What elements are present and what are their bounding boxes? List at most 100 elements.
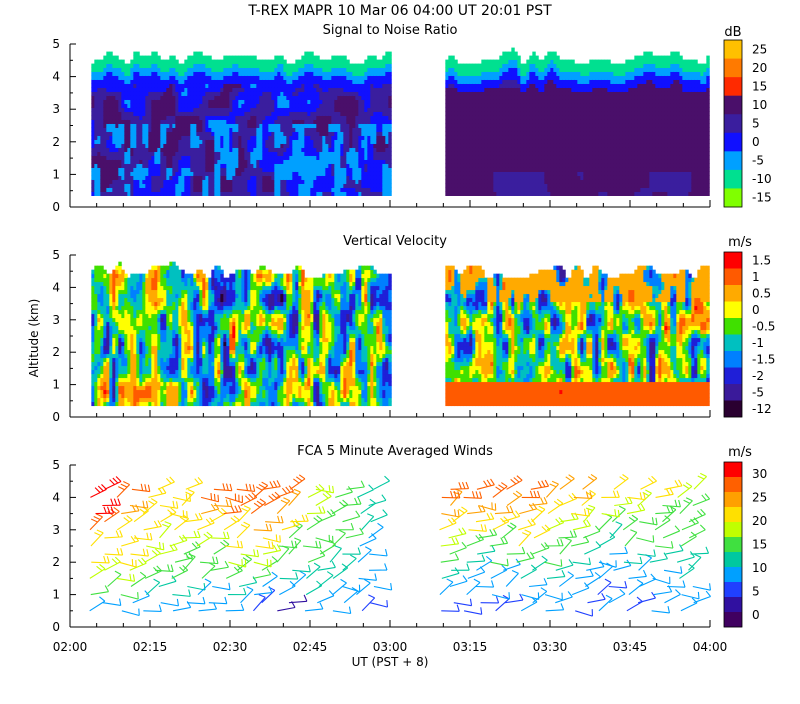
heatmap-cell <box>196 155 200 160</box>
heatmap-cell <box>322 91 326 96</box>
heatmap-cell <box>373 99 377 104</box>
heatmap-cell <box>172 95 176 100</box>
heatmap-cell <box>205 175 209 180</box>
heatmap-cell <box>241 191 245 196</box>
heatmap-cell <box>229 135 233 140</box>
heatmap-cell <box>457 151 461 156</box>
heatmap-cell <box>223 103 227 108</box>
heatmap-cell <box>349 79 353 84</box>
heatmap-cell <box>469 155 473 160</box>
heatmap-cell <box>511 143 515 148</box>
heatmap-cell <box>331 171 335 176</box>
heatmap-cell <box>358 115 362 120</box>
heatmap-cell <box>367 179 371 184</box>
heatmap-cell <box>211 103 215 108</box>
heatmap-cell <box>571 151 575 156</box>
heatmap-cell <box>490 99 494 104</box>
heatmap-cell <box>151 99 155 104</box>
heatmap-cell <box>154 159 158 164</box>
heatmap-cell <box>385 183 389 188</box>
heatmap-cell <box>136 95 140 100</box>
heatmap-cell <box>166 167 170 172</box>
heatmap-cell <box>286 167 290 172</box>
heatmap-cell <box>538 91 542 96</box>
heatmap-cell <box>154 99 158 104</box>
heatmap-cell <box>193 175 197 180</box>
heatmap-cell <box>502 191 506 196</box>
heatmap-cell <box>526 183 530 188</box>
heatmap-cell <box>358 159 362 164</box>
heatmap-cell <box>562 159 566 164</box>
heatmap-cell <box>481 127 485 132</box>
heatmap-cell <box>133 63 137 68</box>
heatmap-cell <box>253 151 257 156</box>
heatmap-cell <box>91 171 95 176</box>
heatmap-cell <box>532 163 536 168</box>
heatmap-cell <box>169 99 173 104</box>
heatmap-cell <box>355 147 359 152</box>
heatmap-cell <box>277 127 281 132</box>
heatmap-cell <box>568 115 572 120</box>
heatmap-cell <box>361 135 365 140</box>
heatmap-cell <box>277 87 281 92</box>
heatmap-cell <box>94 167 98 172</box>
heatmap-cell <box>187 163 191 168</box>
heatmap-cell <box>481 119 485 124</box>
heatmap-cell <box>235 175 239 180</box>
heatmap-cell <box>106 191 110 196</box>
heatmap-cell <box>271 95 275 100</box>
heatmap-cell <box>319 115 323 120</box>
heatmap-cell <box>175 111 179 116</box>
heatmap-cell <box>565 175 569 180</box>
heatmap-cell <box>388 123 392 128</box>
heatmap-cell <box>214 83 218 88</box>
heatmap-cell <box>118 95 122 100</box>
heatmap-cell <box>331 131 335 136</box>
heatmap-cell <box>466 127 470 132</box>
heatmap-cell <box>529 79 533 84</box>
heatmap-cell <box>481 71 485 76</box>
heatmap-cell <box>469 91 473 96</box>
heatmap-cell <box>220 175 224 180</box>
heatmap-cell <box>520 87 524 92</box>
heatmap-cell <box>178 119 182 124</box>
heatmap-cell <box>532 135 536 140</box>
heatmap-cell <box>484 71 488 76</box>
heatmap-cell <box>550 175 554 180</box>
heatmap-cell <box>226 119 230 124</box>
heatmap-cell <box>493 123 497 128</box>
heatmap-cell <box>343 163 347 168</box>
heatmap-cell <box>571 159 575 164</box>
heatmap-cell <box>568 83 572 88</box>
heatmap-cell <box>289 111 293 116</box>
heatmap-cell <box>496 135 500 140</box>
heatmap-cell <box>97 103 101 108</box>
heatmap-cell <box>484 171 488 176</box>
heatmap-cell <box>460 115 464 120</box>
heatmap-cell <box>139 175 143 180</box>
heatmap-cell <box>241 183 245 188</box>
heatmap-cell <box>568 63 572 68</box>
heatmap-cell <box>520 111 524 116</box>
heatmap-cell <box>289 175 293 180</box>
heatmap-cell <box>295 163 299 168</box>
heatmap-cell <box>496 127 500 132</box>
heatmap-cell <box>226 175 230 180</box>
heatmap-cell <box>226 83 230 88</box>
heatmap-cell <box>208 147 212 152</box>
heatmap-cell <box>274 131 278 136</box>
heatmap-cell <box>148 99 152 104</box>
heatmap-cell <box>334 183 338 188</box>
heatmap-cell <box>388 191 392 196</box>
heatmap-cell <box>223 99 227 104</box>
heatmap-cell <box>130 79 134 84</box>
heatmap-cell <box>100 135 104 140</box>
heatmap-cell <box>214 175 218 180</box>
heatmap-cell <box>94 59 98 64</box>
heatmap-cell <box>460 95 464 100</box>
heatmap-cell <box>283 151 287 156</box>
heatmap-cell <box>253 155 257 160</box>
heatmap-cell <box>370 63 374 68</box>
heatmap-cell <box>91 131 95 136</box>
heatmap-cell <box>505 163 509 168</box>
